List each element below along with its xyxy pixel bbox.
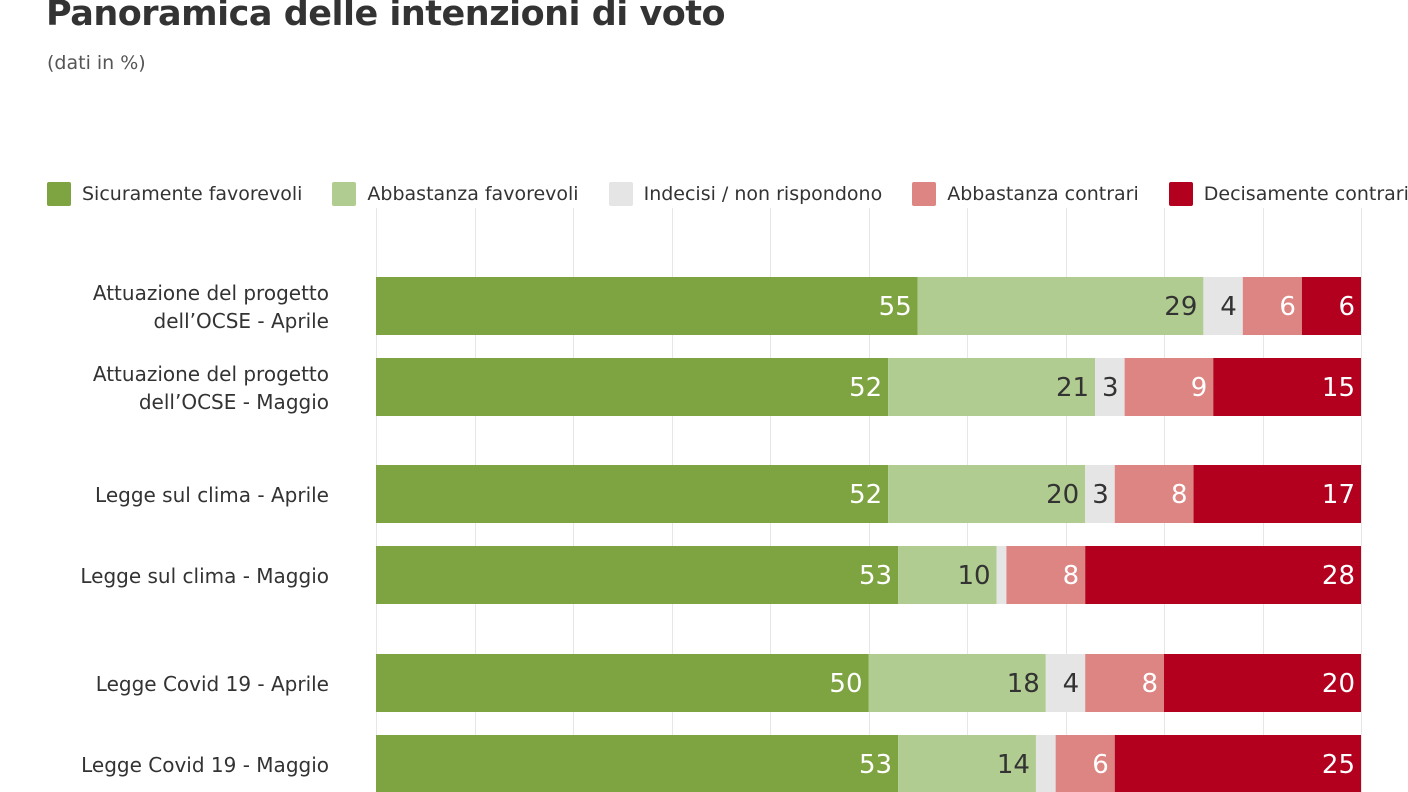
category-label: Legge sul clima - Maggio xyxy=(80,564,329,588)
bar-segment xyxy=(376,277,918,335)
bar-segment xyxy=(1124,358,1214,416)
bar-segment xyxy=(868,654,1046,712)
bar-segment xyxy=(1242,277,1302,335)
chart-subtitle: (dati in %) xyxy=(47,52,146,74)
legend-label: Abbastanza contrari xyxy=(947,183,1139,205)
data-label: 18 xyxy=(1007,669,1040,699)
bar-segment xyxy=(1193,465,1361,523)
data-label: 10 xyxy=(957,561,990,591)
bar-segment xyxy=(1114,465,1194,523)
legend-swatch xyxy=(1168,182,1193,206)
legend: Sicuramente favorevoli Abbastanza favore… xyxy=(47,181,1408,207)
legend-swatch xyxy=(912,182,937,206)
data-label: 8 xyxy=(1141,669,1158,699)
legend-item-decisamente-contrari: Decisamente contrari xyxy=(1168,182,1408,206)
data-label: 53 xyxy=(859,750,892,780)
bar-segment xyxy=(376,654,869,712)
bar-segment xyxy=(376,735,899,792)
bar-segment xyxy=(1114,735,1361,792)
data-label: 8 xyxy=(1063,561,1080,591)
data-label: 52 xyxy=(849,480,882,510)
data-label: 20 xyxy=(1046,480,1079,510)
bar-segment xyxy=(1085,654,1164,712)
data-label: 9 xyxy=(1191,373,1208,403)
data-label: 6 xyxy=(1092,750,1109,780)
data-label: 55 xyxy=(879,292,912,322)
bar-segment xyxy=(888,358,1096,416)
data-label: 6 xyxy=(1279,292,1296,322)
category-label: Legge Covid 19 - Aprile xyxy=(96,672,329,696)
data-label: 52 xyxy=(849,373,882,403)
bar-segment xyxy=(1006,546,1086,604)
data-label: 8 xyxy=(1171,480,1188,510)
legend-swatch xyxy=(47,182,71,206)
data-label: 53 xyxy=(859,561,892,591)
bar-segment xyxy=(1035,735,1056,792)
legend-swatch xyxy=(608,182,633,206)
bar-segment xyxy=(376,358,889,416)
category-label: dell’OCSE - Maggio xyxy=(139,390,329,414)
legend-label: Sicuramente favorevoli xyxy=(82,183,303,205)
bar-segment xyxy=(1213,358,1361,416)
data-label: 20 xyxy=(1322,669,1355,699)
bar-segment xyxy=(1045,654,1086,712)
category-label: Attuazione del progetto xyxy=(93,362,329,386)
category-label: Attuazione del progetto xyxy=(93,281,329,305)
legend-label: Decisamente contrari xyxy=(1203,183,1408,205)
data-label: 6 xyxy=(1338,292,1355,322)
bar-segment xyxy=(376,546,899,604)
category-label: Legge Covid 19 - Maggio xyxy=(81,753,329,777)
bar-segment xyxy=(898,546,997,604)
bar-segment xyxy=(898,735,1036,792)
legend-item-abbastanza-contrari: Abbastanza contrari xyxy=(912,182,1139,206)
data-label: 3 xyxy=(1102,373,1119,403)
bar-segment xyxy=(1164,654,1361,712)
data-label: 15 xyxy=(1322,373,1355,403)
bar-segment xyxy=(1301,277,1361,335)
bar-segment xyxy=(996,546,1007,604)
bar-segment xyxy=(1085,546,1361,604)
data-label: 50 xyxy=(829,669,862,699)
legend-item-abbastanza-favorevoli: Abbastanza favorevoli xyxy=(332,182,579,206)
data-label: 14 xyxy=(997,750,1030,780)
category-label: dell’OCSE - Aprile xyxy=(154,309,329,333)
data-label: 4 xyxy=(1063,669,1080,699)
data-label: 4 xyxy=(1220,292,1237,322)
legend-label: Indecisi / non rispondono xyxy=(643,183,883,205)
bar-segment xyxy=(1203,277,1243,335)
data-label: 25 xyxy=(1322,750,1355,780)
bar-segment xyxy=(917,277,1204,335)
bar-segment xyxy=(1095,358,1125,416)
data-label: 3 xyxy=(1092,480,1109,510)
data-label: 21 xyxy=(1056,373,1089,403)
data-label: 28 xyxy=(1322,561,1355,591)
data-label: 17 xyxy=(1322,480,1355,510)
category-label: Legge sul clima - Aprile xyxy=(95,483,329,507)
bar-segment xyxy=(888,465,1086,523)
chart-title: Panoramica delle intenzioni di voto xyxy=(46,0,726,34)
bar-segment xyxy=(1085,465,1115,523)
legend-swatch xyxy=(332,182,357,206)
legend-label: Abbastanza favorevoli xyxy=(367,183,579,205)
legend-item-indecisi: Indecisi / non rispondono xyxy=(608,182,883,206)
data-label: 29 xyxy=(1164,292,1197,322)
bar-segment xyxy=(376,465,889,523)
bar-segment xyxy=(1055,735,1115,792)
legend-item-sicuramente-favorevoli: Sicuramente favorevoli xyxy=(47,182,302,206)
